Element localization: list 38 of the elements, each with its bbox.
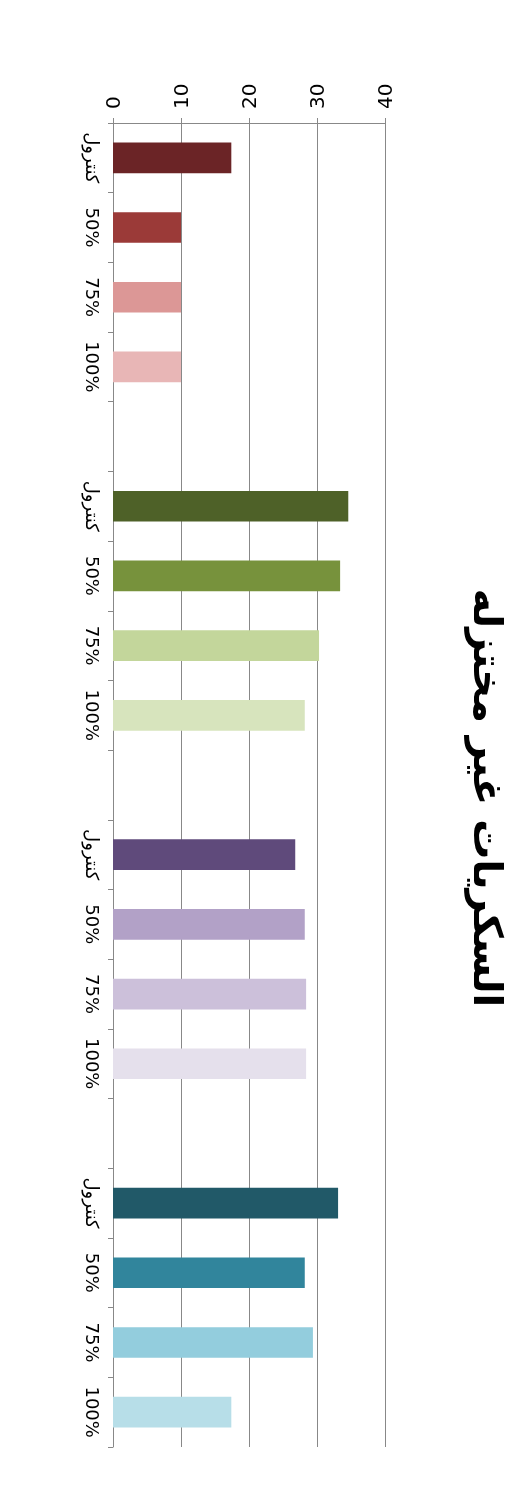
bar	[113, 560, 341, 592]
y-tick-label: 75%	[81, 974, 103, 1015]
bar	[113, 351, 181, 383]
y-tick-label: 50%	[81, 904, 103, 945]
bar	[113, 978, 307, 1010]
x-tick-label: 40	[373, 83, 397, 109]
y-tick-label: 50%	[81, 1252, 103, 1293]
bar	[113, 1187, 339, 1219]
bar	[113, 490, 349, 522]
bar	[113, 909, 305, 940]
bar	[113, 212, 181, 243]
x-tick-label: 10	[169, 83, 193, 109]
y-tick-label: 75%	[81, 277, 103, 318]
y-tick-label: كنترول	[80, 1177, 103, 1230]
y-tick-label: كنترول	[80, 132, 103, 184]
text: السكريات غير مختزله	[464, 588, 511, 1008]
y-tick-label: كنترول	[80, 829, 103, 881]
bar	[113, 142, 232, 174]
bar	[113, 1396, 232, 1428]
bar	[113, 281, 181, 313]
y-tick-label: 75%	[81, 1322, 103, 1363]
y-tick-label: 100%	[81, 1038, 103, 1090]
bar	[113, 839, 296, 871]
bar	[113, 699, 305, 731]
bar	[113, 1048, 307, 1080]
bar	[113, 1327, 313, 1358]
y-tick-label: 50%	[81, 555, 103, 596]
y-tick-label: 50%	[81, 207, 103, 248]
bar	[113, 1257, 305, 1289]
bar	[113, 630, 320, 661]
y-tick-label: كنترول	[80, 480, 103, 533]
x-tick-label: 0	[101, 96, 125, 109]
x-tick-label: 30	[305, 83, 329, 109]
x-tick-label: 20	[237, 83, 261, 109]
y-tick-label: 100%	[81, 341, 103, 393]
y-tick-label: 75%	[81, 625, 103, 666]
y-tick-label: 100%	[81, 689, 103, 742]
y-tick-label: 100%	[81, 1386, 103, 1438]
